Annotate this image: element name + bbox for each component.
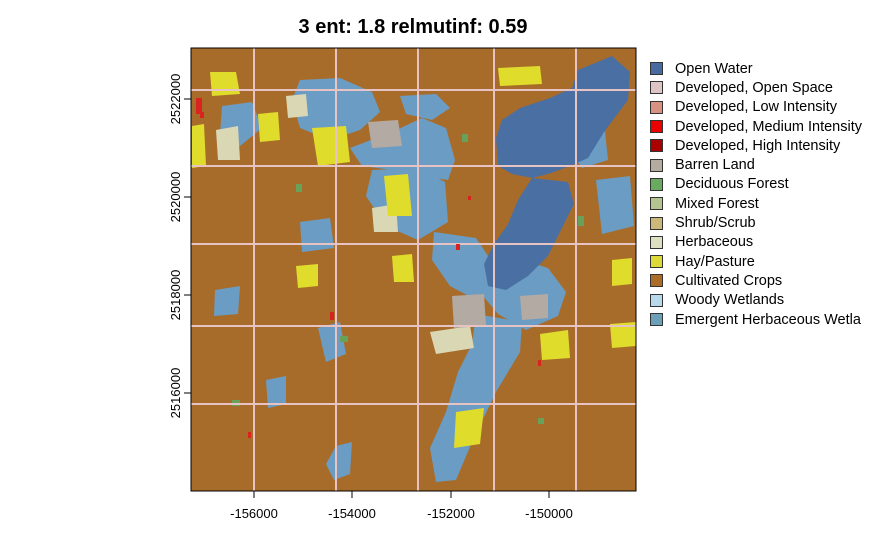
x-axis: -156000 -154000 -152000 -150000	[230, 490, 573, 521]
forest-patch	[538, 418, 544, 424]
legend-swatch	[650, 62, 663, 76]
emergent-wetland-patch	[350, 118, 455, 180]
legend-item: Developed, Low Intensity	[650, 98, 862, 117]
legend-swatch	[650, 120, 663, 134]
legend-swatch	[650, 293, 663, 307]
herbaceous-patch	[216, 126, 240, 160]
map-title: 3 ent: 1.8 relmutinf: 0.59	[298, 16, 528, 38]
barren-land-patch	[452, 294, 486, 328]
legend-swatch	[650, 313, 663, 326]
legend-item: Developed, Medium Intensity	[650, 117, 862, 136]
y-axis: 2522000 2520000 2518000 2516000	[168, 74, 192, 419]
legend-item: Herbaceous	[650, 233, 862, 252]
y-tick-label: 2516000	[168, 368, 183, 419]
x-tick-label: -156000	[230, 506, 278, 521]
x-tick-label: -154000	[328, 506, 376, 521]
legend-label: Developed, High Intensity	[675, 137, 841, 154]
legend-label: Barren Land	[675, 157, 755, 174]
hay-pasture-patch	[192, 124, 206, 168]
legend-label: Woody Wetlands	[675, 292, 785, 309]
legend-swatch	[650, 100, 663, 114]
legend-item: Developed, Open Space	[650, 78, 862, 97]
legend-item: Woody Wetlands	[650, 291, 862, 310]
emergent-wetland-patch	[400, 94, 450, 120]
emergent-wetland-patch	[430, 314, 522, 482]
hay-pasture-patch	[498, 66, 542, 86]
developed-patch	[248, 432, 251, 438]
legend-item: Emergent Herbaceous Wetla	[650, 310, 862, 329]
hay-pasture-patch	[612, 258, 632, 286]
emergent-wetland-patch	[596, 176, 634, 234]
legend-swatch	[650, 235, 663, 249]
legend-item: Deciduous Forest	[650, 175, 862, 194]
legend-label: Cultivated Crops	[675, 272, 783, 289]
barren-land-patch	[520, 294, 548, 320]
x-tick-label: -150000	[525, 506, 573, 521]
emergent-wetland-patch	[326, 442, 352, 480]
x-tick-label: -152000	[427, 506, 475, 521]
developed-patch	[196, 98, 202, 114]
emergent-wetland-patch	[318, 322, 346, 362]
legend-swatch	[650, 81, 663, 95]
developed-patch	[200, 112, 204, 118]
hay-pasture-patch	[454, 408, 484, 448]
legend-label: Emergent Herbaceous Wetla	[675, 311, 861, 328]
emergent-wetland-patch	[266, 376, 286, 408]
y-tick-label: 2522000	[168, 74, 183, 125]
open-water-lake-south	[484, 178, 574, 290]
legend-swatch	[650, 177, 663, 191]
developed-patch	[456, 244, 460, 250]
legend-label: Hay/Pasture	[675, 253, 755, 270]
legend-label: Developed, Medium Intensity	[675, 118, 862, 135]
forest-patch	[296, 184, 302, 192]
herbaceous-patch	[430, 326, 474, 354]
legend-item: Developed, High Intensity	[650, 136, 862, 155]
legend-item: Hay/Pasture	[650, 252, 862, 271]
map-features	[191, 48, 636, 491]
hay-pasture-patch	[312, 126, 350, 166]
y-tick-label: 2518000	[168, 270, 183, 321]
legend-swatch	[650, 216, 663, 230]
legend-label: Mixed Forest	[675, 195, 759, 212]
legend: Open Water Developed, Open Space Develop…	[650, 59, 862, 329]
forest-patch	[340, 336, 348, 342]
emergent-wetland-patch	[214, 286, 240, 316]
legend-item: Open Water	[650, 59, 862, 78]
legend-swatch	[650, 274, 663, 288]
open-water-lake-north	[496, 56, 630, 178]
legend-label: Shrub/Scrub	[675, 215, 756, 232]
forest-patch	[462, 134, 468, 142]
emergent-wetland-patch	[300, 218, 334, 252]
developed-patch	[468, 196, 471, 200]
legend-label: Open Water	[675, 60, 753, 77]
hay-pasture-patch	[384, 174, 412, 216]
developed-patch	[538, 360, 541, 366]
legend-label: Developed, Open Space	[675, 79, 833, 96]
legend-swatch	[650, 255, 663, 269]
developed-patch	[330, 312, 334, 320]
legend-label: Developed, Low Intensity	[675, 99, 838, 116]
hay-pasture-patch	[392, 254, 414, 282]
herbaceous-patch	[286, 94, 308, 118]
hay-pasture-patch	[296, 264, 318, 288]
legend-label: Deciduous Forest	[675, 176, 789, 193]
hay-pasture-patch	[210, 72, 240, 96]
hay-pasture-patch	[540, 330, 570, 360]
forest-patch	[578, 216, 584, 226]
legend-item: Shrub/Scrub	[650, 213, 862, 232]
hay-pasture-patch	[258, 112, 280, 142]
legend-item: Mixed Forest	[650, 194, 862, 213]
legend-swatch	[650, 139, 663, 153]
legend-swatch	[650, 158, 663, 172]
legend-item: Barren Land	[650, 155, 862, 174]
legend-item: Cultivated Crops	[650, 271, 862, 290]
legend-swatch	[650, 197, 663, 211]
y-tick-label: 2520000	[168, 172, 183, 223]
barren-land-patch	[368, 120, 402, 148]
hay-pasture-patch	[610, 322, 636, 348]
legend-label: Herbaceous	[675, 234, 754, 251]
